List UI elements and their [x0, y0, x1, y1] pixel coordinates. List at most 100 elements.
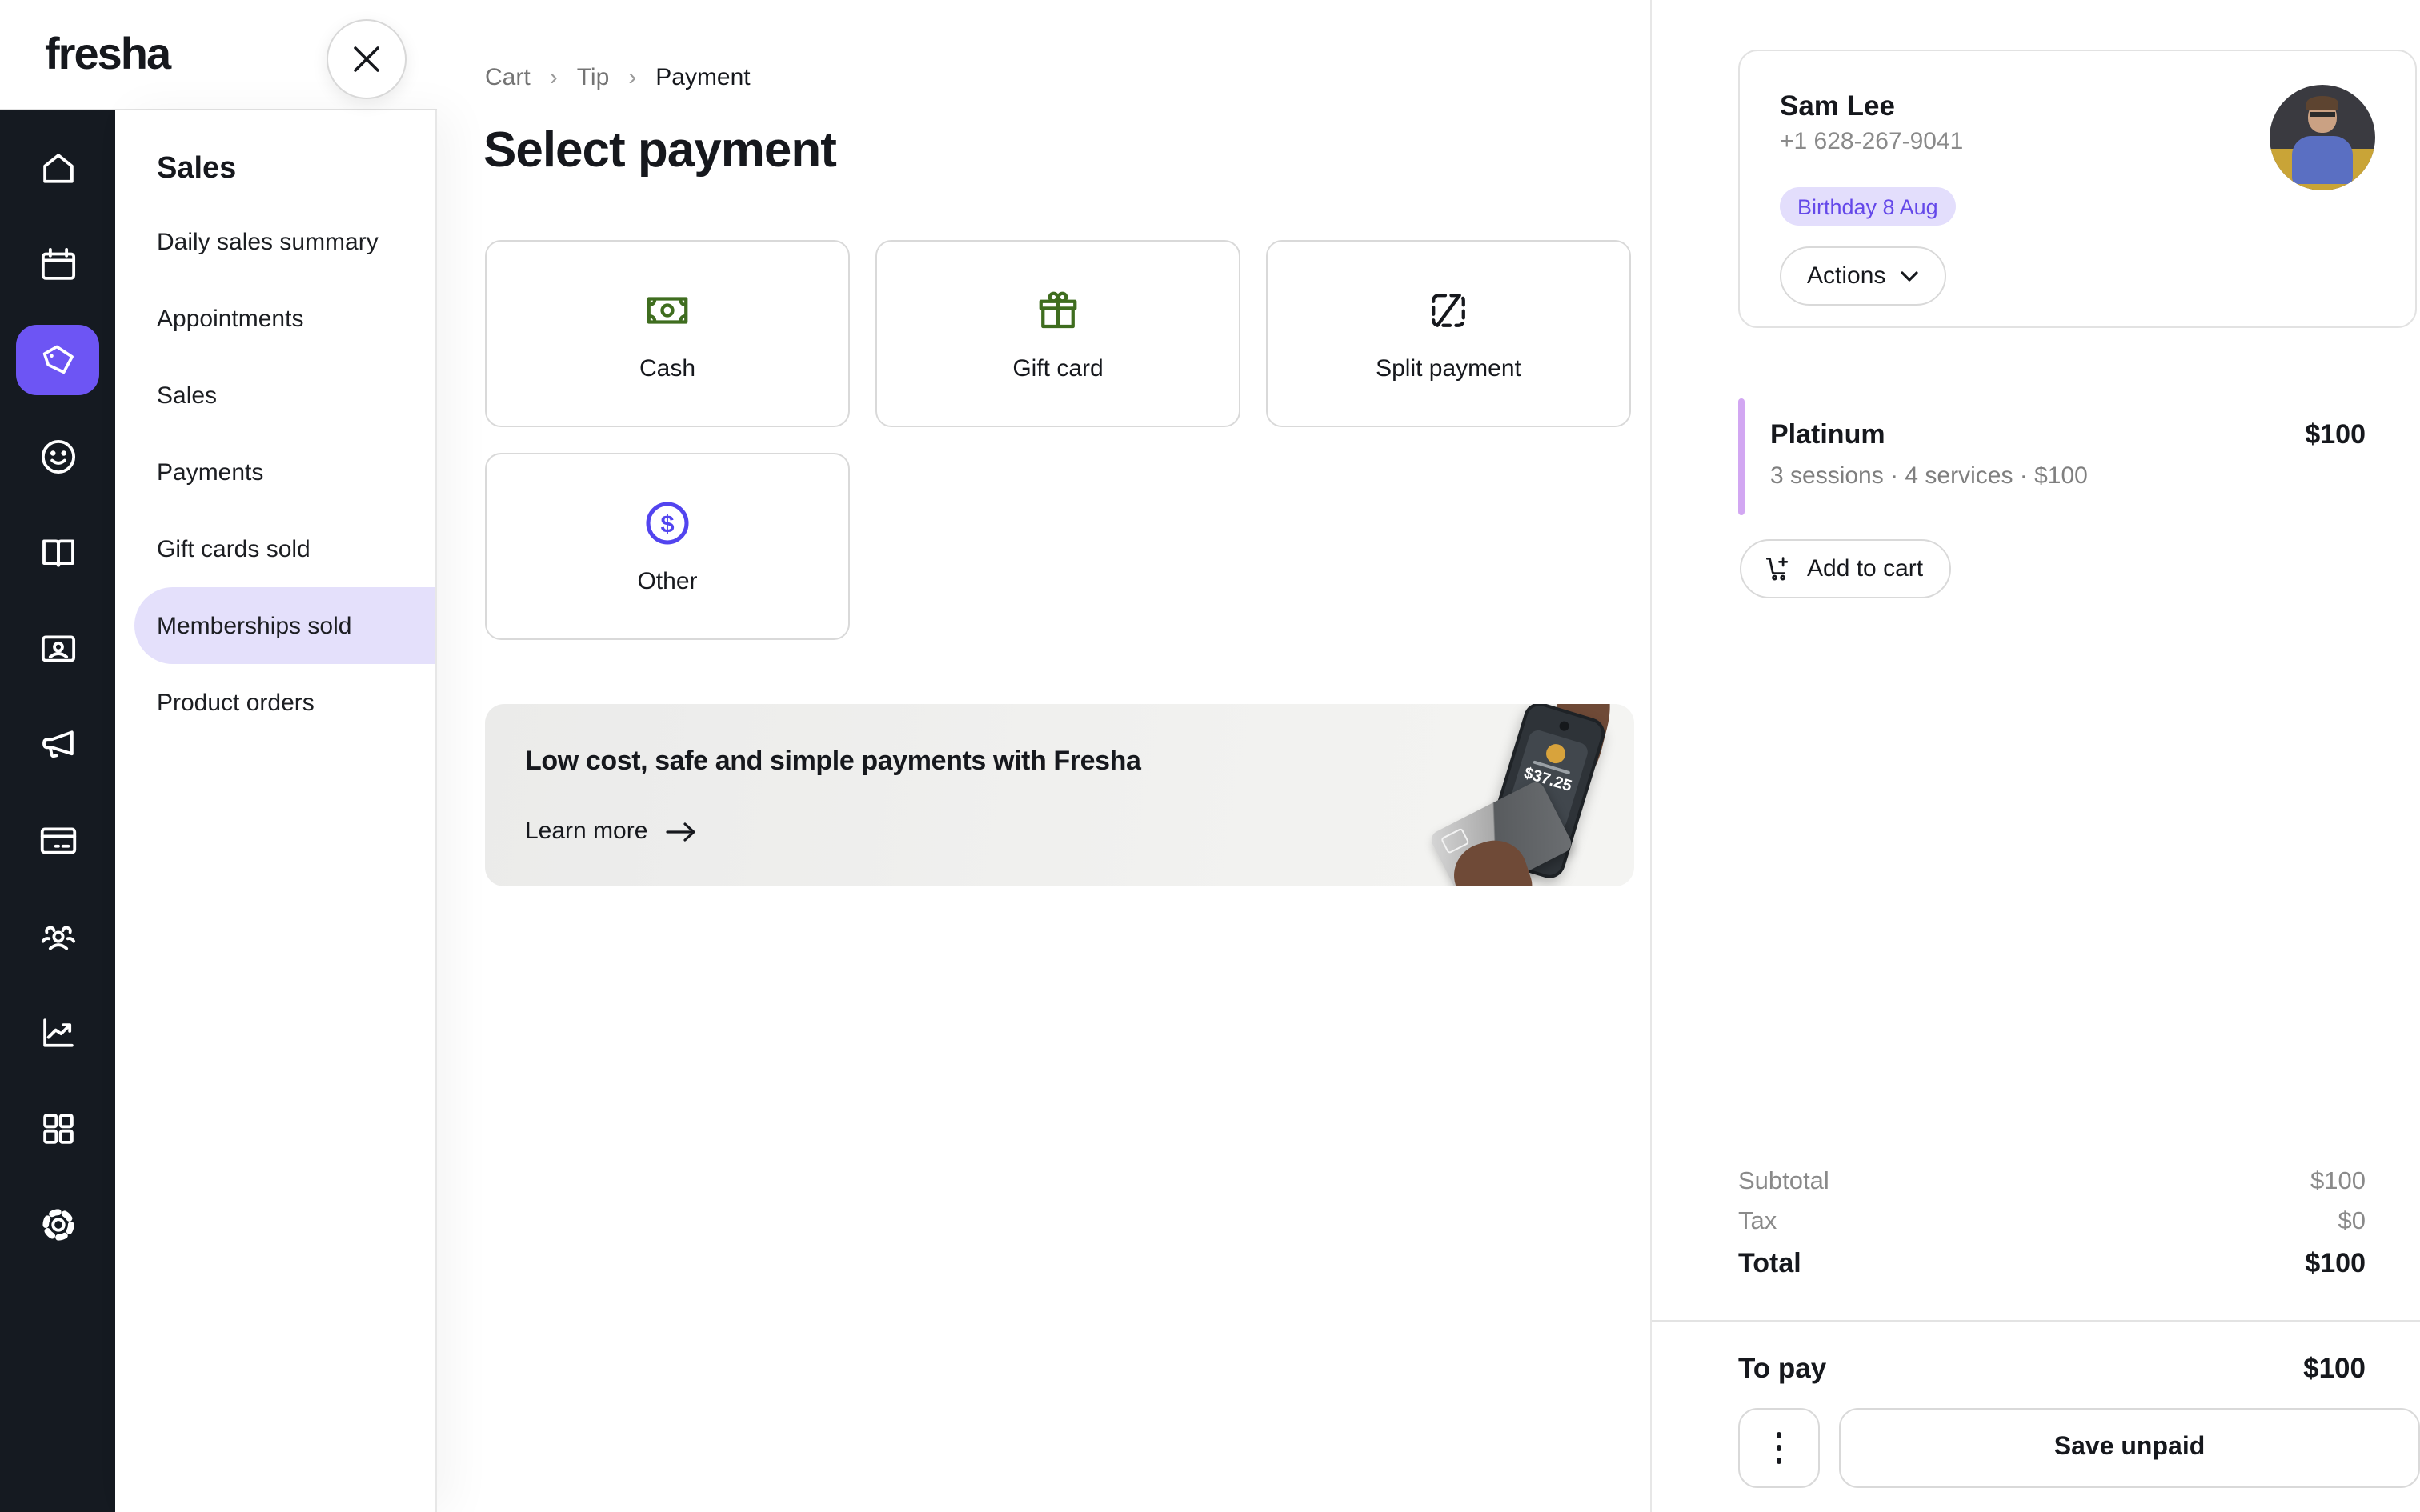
subtotal-label: Subtotal	[1738, 1167, 1829, 1194]
menu-item-memberships-sold[interactable]: Memberships sold	[134, 587, 435, 664]
chevron-down-icon	[1900, 270, 1919, 282]
sidebar-item-payments[interactable]	[0, 792, 115, 888]
payment-options: Cash Gift card	[485, 240, 1661, 640]
payment-option-cash[interactable]: Cash	[485, 240, 850, 427]
panel-divider	[1652, 1320, 2420, 1322]
learn-more-label: Learn more	[525, 818, 648, 845]
menu-item-gift-cards-sold[interactable]: Gift cards sold	[157, 535, 311, 562]
book-icon	[36, 530, 79, 574]
arrow-right-icon	[665, 820, 697, 842]
menu-item-product-orders[interactable]: Product orders	[157, 689, 315, 716]
sidebar-item-calendar[interactable]	[0, 216, 115, 312]
breadcrumb-payment: Payment	[655, 64, 751, 91]
payment-option-label: Other	[637, 567, 698, 594]
header-divider	[0, 109, 437, 110]
breadcrumb-cart[interactable]: Cart	[485, 64, 531, 91]
menu-item-sales[interactable]: Sales	[157, 382, 218, 409]
actions-button[interactable]: Actions	[1780, 246, 1947, 306]
fresha-payments-banner: Low cost, safe and simple payments with …	[485, 704, 1634, 886]
client-card-icon	[36, 626, 79, 670]
banner-photo: $37.25	[1394, 704, 1634, 886]
sidebar-item-settings[interactable]	[0, 1176, 115, 1272]
payment-option-label: Split payment	[1376, 354, 1521, 382]
apps-grid-icon	[36, 1106, 79, 1150]
payment-option-other[interactable]: $ Other	[485, 453, 850, 640]
birthday-badge: Birthday 8 Aug	[1780, 187, 1956, 226]
to-pay-value: $100	[2303, 1352, 2366, 1384]
sidebar-item-client-cards[interactable]	[0, 600, 115, 696]
menu-title: Sales	[157, 152, 237, 186]
payment-option-label: Cash	[639, 354, 696, 382]
client-name: Sam Lee	[1780, 90, 1895, 122]
sidebar-item-marketing[interactable]	[0, 696, 115, 792]
icon-rail	[0, 110, 115, 1512]
menu-item-payments[interactable]: Payments	[157, 458, 264, 486]
settings-gear-icon	[36, 1202, 79, 1246]
add-to-cart-button[interactable]: Add to cart	[1740, 539, 1951, 598]
tax-label: Tax	[1738, 1207, 1777, 1234]
megaphone-icon	[36, 722, 79, 766]
close-button[interactable]	[327, 19, 407, 99]
total-label: Total	[1738, 1247, 1801, 1278]
to-pay-row: To pay $100	[1738, 1352, 2366, 1386]
cart-plus-icon	[1762, 554, 1793, 584]
secondary-sidebar: Sales Daily sales summary Appointments S…	[115, 110, 437, 1512]
calendar-icon	[36, 242, 79, 286]
kebab-menu-icon	[1776, 1429, 1782, 1466]
sidebar-item-apps[interactable]	[0, 1080, 115, 1176]
total-row: Total $100	[1738, 1242, 2366, 1285]
close-icon	[352, 45, 381, 74]
payment-option-split-payment[interactable]: Split payment	[1266, 240, 1631, 427]
tag-icon-active	[16, 325, 99, 395]
checkout-panel: Sam Lee +1 628-267-9041 Birthday 8 Aug A…	[1650, 0, 2420, 1512]
banner-title: Low cost, safe and simple payments with …	[525, 746, 1141, 776]
coin-icon	[1544, 742, 1569, 766]
payment-option-gift-card[interactable]: Gift card	[875, 240, 1240, 427]
sidebar-item-home[interactable]	[0, 120, 115, 216]
sidebar-item-team[interactable]	[0, 888, 115, 984]
sidebar-item-sales[interactable]	[0, 312, 115, 408]
membership-accent-bar	[1738, 398, 1745, 515]
split-payment-icon	[1424, 286, 1472, 334]
analytics-icon	[36, 1010, 79, 1054]
sidebar-item-reports[interactable]	[0, 984, 115, 1080]
menu-list: Daily sales summary Appointments Sales P…	[115, 203, 435, 741]
add-to-cart-label: Add to cart	[1807, 555, 1924, 582]
learn-more-link[interactable]: Learn more	[525, 818, 697, 845]
sidebar-item-catalog[interactable]	[0, 504, 115, 600]
tax-value: $0	[2338, 1207, 2366, 1234]
main-content: Cart › Tip › Payment Select payment Cash	[437, 0, 1650, 1512]
tax-row: Tax $0	[1738, 1202, 2366, 1242]
sidebar-item-clients-smiley[interactable]	[0, 408, 115, 504]
breadcrumb: Cart › Tip › Payment	[485, 64, 751, 91]
dollar-circle-icon: $	[642, 498, 693, 546]
gift-icon	[1034, 286, 1082, 334]
subtotal-value: $100	[2310, 1167, 2366, 1194]
save-unpaid-button[interactable]: Save unpaid	[1839, 1408, 2420, 1488]
actions-label: Actions	[1807, 262, 1886, 290]
home-icon	[36, 146, 79, 190]
cash-icon	[643, 286, 691, 334]
more-options-button[interactable]	[1738, 1408, 1820, 1488]
membership-name: Platinum	[1770, 419, 1885, 450]
to-pay-label: To pay	[1738, 1352, 1827, 1384]
payment-option-label: Gift card	[1012, 354, 1104, 382]
chevron-right-icon: ›	[628, 64, 637, 91]
credit-card-icon	[36, 818, 79, 862]
page-title: Select payment	[483, 122, 837, 178]
client-phone: +1 628-267-9041	[1780, 128, 1964, 155]
menu-item-appointments[interactable]: Appointments	[157, 305, 304, 332]
menu-item-daily-sales-summary[interactable]: Daily sales summary	[157, 228, 379, 255]
save-unpaid-label: Save unpaid	[2053, 1434, 2206, 1461]
breadcrumb-tip[interactable]: Tip	[576, 64, 610, 91]
svg-text:$: $	[660, 510, 674, 537]
client-card: Sam Lee +1 628-267-9041 Birthday 8 Aug A…	[1738, 50, 2417, 328]
membership-price: $100	[2305, 419, 2366, 450]
totals: Subtotal $100 Tax $0 Total $100	[1738, 1162, 2366, 1285]
client-avatar	[2270, 85, 2375, 190]
membership-details: 3 sessions · 4 services · $100	[1770, 462, 2088, 490]
fresha-logo: fresha	[45, 29, 171, 78]
chevron-right-icon: ›	[549, 64, 558, 91]
smiley-icon	[36, 434, 79, 478]
